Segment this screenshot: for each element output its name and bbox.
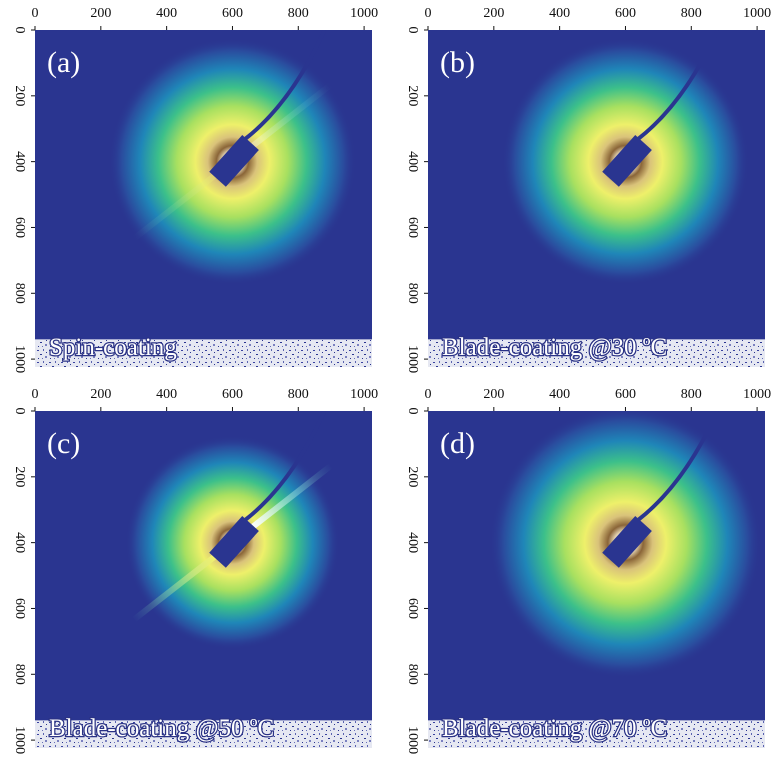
detector-image xyxy=(35,30,372,367)
x-tick-label: 800 xyxy=(288,6,309,21)
beamstop-arm xyxy=(244,30,327,141)
beamstop xyxy=(602,135,652,187)
x-tick-label: 800 xyxy=(681,6,702,21)
panel-label: (b) xyxy=(440,46,475,79)
y-tick-label: 1000 xyxy=(12,345,27,373)
x-tick-label: 0 xyxy=(425,6,432,21)
beamstop-arm xyxy=(637,411,720,522)
x-tick-label: 200 xyxy=(483,6,504,21)
detector-image xyxy=(428,411,765,748)
beamstop xyxy=(209,135,259,187)
x-tick-label: 0 xyxy=(32,6,39,21)
panel-label: (d) xyxy=(440,427,475,460)
y-tick-label: 200 xyxy=(405,466,420,487)
y-tick-label: 0 xyxy=(405,408,420,415)
panel-caption: Blade-coating @70 ºC xyxy=(442,715,667,742)
panel-caption: Blade-coating @50 ºC xyxy=(49,715,274,742)
panel: (b) Blade-coating @30 ºC 0 200 400 600 800 1000… xyxy=(405,6,771,373)
x-tick-label: 400 xyxy=(549,6,570,21)
noise-strip xyxy=(35,339,372,367)
x-tick-label: 200 xyxy=(483,387,504,402)
y-tick-label: 800 xyxy=(405,283,420,304)
x-tick-label: 600 xyxy=(615,6,636,21)
y-tick-label: 1000 xyxy=(405,726,420,754)
x-tick-label: 400 xyxy=(156,6,177,21)
x-tick-label: 0 xyxy=(425,387,432,402)
panel-caption: Spin-coating xyxy=(49,334,177,361)
x-tick-label: 0 xyxy=(32,387,39,402)
y-tick-label: 600 xyxy=(405,217,420,238)
noise-strip xyxy=(35,720,372,748)
y-tick-label: 200 xyxy=(12,85,27,106)
x-tick-label: 1000 xyxy=(350,6,378,21)
x-tick-label: 200 xyxy=(90,387,111,402)
x-tick-label: 600 xyxy=(222,6,243,21)
panel-label: (a) xyxy=(47,46,80,79)
noise-strip xyxy=(428,720,765,748)
panel-label: (c) xyxy=(47,427,80,460)
y-tick-label: 1000 xyxy=(405,345,420,373)
beamstop-arm xyxy=(637,30,720,141)
x-tick-label: 600 xyxy=(222,387,243,402)
x-tick-label: 1000 xyxy=(350,387,378,402)
y-tick-label: 400 xyxy=(12,532,27,553)
x-tick-label: 200 xyxy=(90,6,111,21)
y-tick-label: 800 xyxy=(12,283,27,304)
x-tick-label: 400 xyxy=(549,387,570,402)
x-tick-label: 400 xyxy=(156,387,177,402)
y-tick-label: 0 xyxy=(405,27,420,34)
beamstop-arm xyxy=(244,411,327,522)
y-tick-label: 600 xyxy=(12,598,27,619)
y-tick-label: 400 xyxy=(405,151,420,172)
panel-caption: Blade-coating @30 ºC xyxy=(442,334,667,361)
x-tick-label: 600 xyxy=(615,387,636,402)
y-tick-label: 600 xyxy=(12,217,27,238)
y-tick-label: 400 xyxy=(12,151,27,172)
y-tick-label: 0 xyxy=(12,27,27,34)
y-tick-label: 1000 xyxy=(12,726,27,754)
beamstop xyxy=(602,516,652,568)
x-tick-label: 800 xyxy=(681,387,702,402)
x-tick-label: 800 xyxy=(288,387,309,402)
beamstop xyxy=(209,516,259,568)
noise-strip xyxy=(428,339,765,367)
y-tick-label: 200 xyxy=(405,85,420,106)
y-tick-label: 400 xyxy=(405,532,420,553)
panel: (d) Blade-coating @70 ºC 0 200 400 600 800 1000… xyxy=(405,387,771,754)
y-tick-label: 800 xyxy=(405,664,420,685)
panel: (a) Spin-coating 0 200 400 600 800 1000 0 200 400 6… xyxy=(12,6,378,373)
detector-image xyxy=(428,30,765,367)
x-tick-label: 1000 xyxy=(743,6,771,21)
y-tick-label: 800 xyxy=(12,664,27,685)
y-tick-label: 600 xyxy=(405,598,420,619)
panel: (c) Blade-coating @50 ºC 0 200 400 600 800 1000… xyxy=(12,387,378,754)
detector-image xyxy=(35,411,372,748)
y-tick-label: 0 xyxy=(12,408,27,415)
y-tick-label: 200 xyxy=(12,466,27,487)
x-tick-label: 1000 xyxy=(743,387,771,402)
